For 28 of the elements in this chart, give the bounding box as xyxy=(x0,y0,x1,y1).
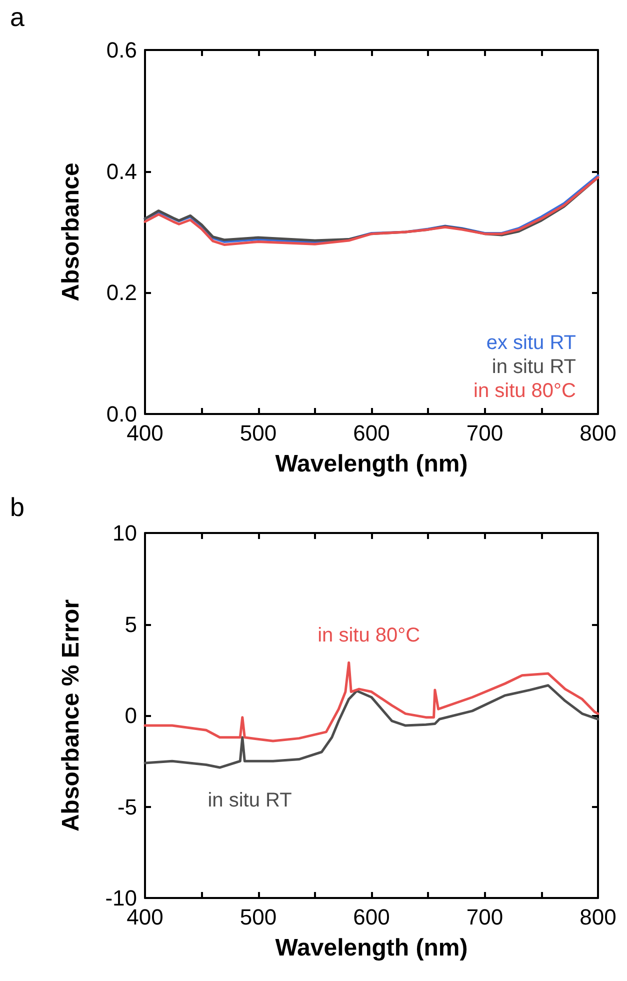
x-axis-title: Wavelength (nm) xyxy=(275,934,468,962)
y-tick-label: 0.6 xyxy=(106,38,137,62)
chart-title: b xyxy=(10,492,24,522)
y-tick-label: 0.2 xyxy=(106,280,137,306)
x-tick-label: 800 xyxy=(580,420,616,446)
x-tick-label: 500 xyxy=(240,904,277,930)
series-label: in situ 80°C xyxy=(318,624,420,647)
x-tick-label: 700 xyxy=(466,904,504,930)
line-series xyxy=(144,684,600,769)
y-tick-label: -5 xyxy=(117,794,137,820)
y-tick-label: 0.4 xyxy=(106,158,137,184)
text: ex situ RT xyxy=(486,332,576,354)
chart-title: a xyxy=(10,2,25,32)
y-axis-title: Absorbance xyxy=(58,162,84,302)
x-tick-label: 500 xyxy=(240,420,277,446)
x-axis-title: Wavelength (nm) xyxy=(275,450,468,478)
y-tick-label: 0 xyxy=(124,703,137,728)
x-tick-label: 700 xyxy=(466,420,504,446)
x-tick-label: 600 xyxy=(353,904,390,930)
x-tick-label: 800 xyxy=(580,904,616,930)
y-tick-label: 10 xyxy=(112,520,137,546)
y-tick-label: 5 xyxy=(124,612,137,637)
x-tick-label: 600 xyxy=(353,420,390,446)
line-series xyxy=(144,661,600,742)
text: in situ 80°C xyxy=(474,380,576,402)
series-label: in situ RT xyxy=(208,790,292,812)
y-axis-title: Absorbance % Error xyxy=(58,599,84,832)
text: in situ RT xyxy=(492,356,576,378)
